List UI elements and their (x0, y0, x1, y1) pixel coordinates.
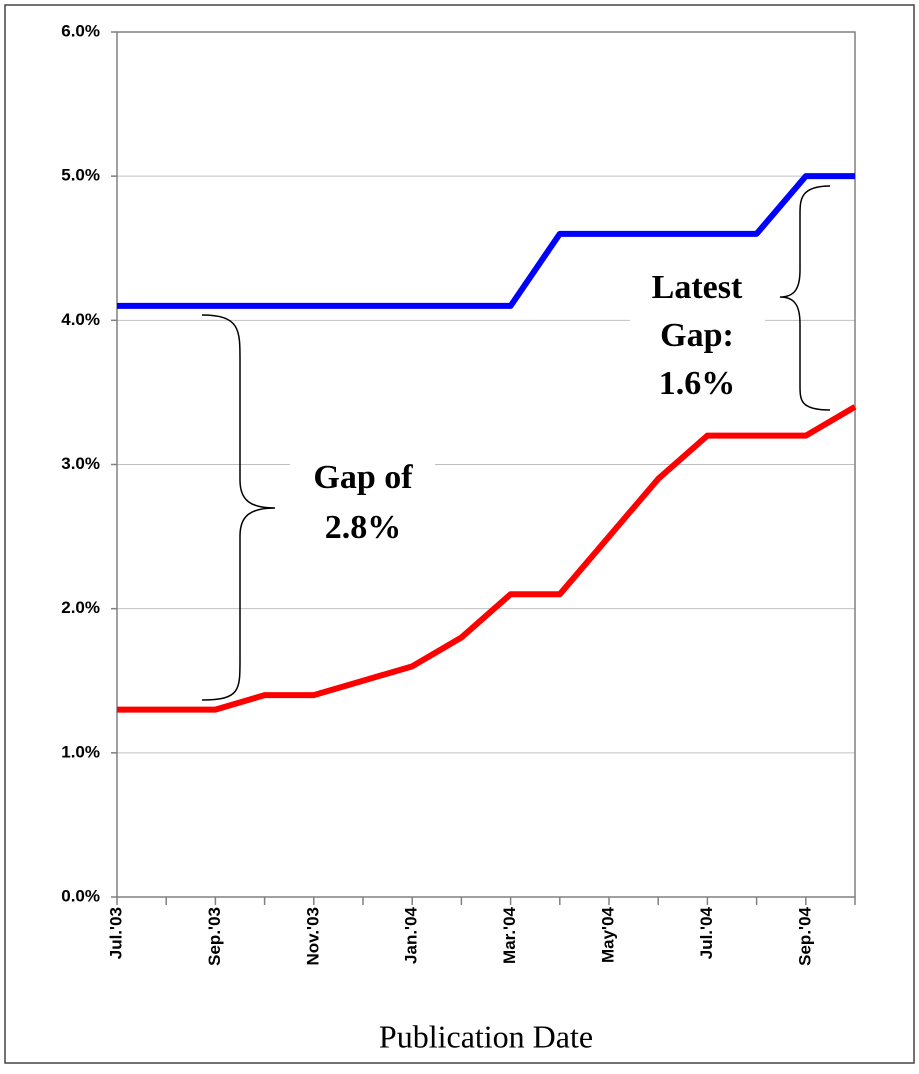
annotation: Gap: (660, 317, 734, 354)
x-tick-label: Sep.'04 (795, 906, 814, 965)
y-tick-label: 3.0% (61, 454, 100, 473)
x-tick-label: Jul.'04 (697, 906, 716, 959)
y-tick-label: 4.0% (61, 310, 100, 329)
x-axis-label: Publication Date (379, 1018, 593, 1054)
y-tick-label: 6.0% (61, 21, 100, 40)
y-tick-label: 0.0% (61, 886, 100, 905)
x-tick-label: Jul.'03 (106, 907, 125, 959)
series-line (117, 173, 855, 309)
annotations: Gap of 2.8% Latest Gap: 1.6% (313, 269, 743, 546)
y-tick-label: 1.0% (61, 742, 100, 761)
brace (201, 314, 276, 701)
y-tick-label: 2.0% (61, 598, 100, 617)
annotation-bg (630, 265, 765, 410)
series-line (117, 404, 857, 713)
x-tick-label: Nov.'03 (303, 907, 322, 966)
annotation: 2.8% (325, 509, 402, 546)
y-tick-label: 5.0% (61, 166, 100, 185)
frame (4, 4, 915, 1064)
annotation: Gap of (313, 459, 413, 496)
annotation: 1.6% (659, 365, 736, 402)
brace (779, 185, 831, 411)
annotation-bg (290, 455, 435, 555)
x-tick-label: Mar.'04 (500, 906, 519, 964)
x-tick-label: Sep.'03 (205, 907, 224, 966)
x-tick-label: May'04 (598, 906, 617, 963)
x-tick-label: Jan.'04 (402, 906, 421, 964)
annotation: Latest (652, 269, 743, 306)
lines (117, 173, 857, 713)
